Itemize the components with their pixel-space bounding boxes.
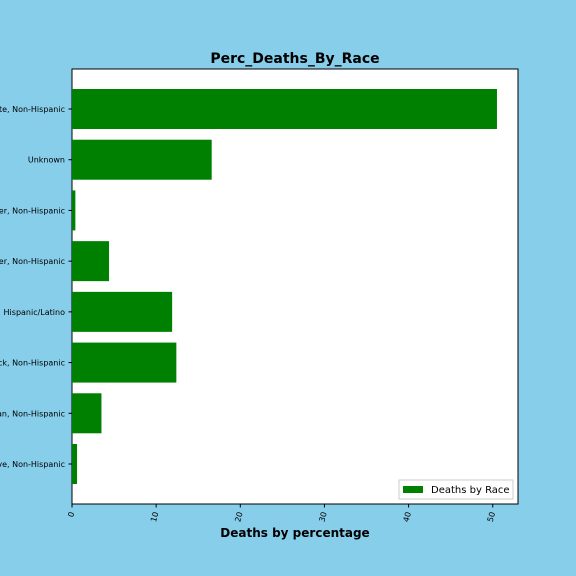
x-tick-label-4: 40 (402, 511, 413, 523)
y-tick-label-4: Other, Non-Hispanic (0, 257, 65, 266)
y-tick-label-6: Unknown (28, 156, 65, 165)
y-tick-label-7: White, Non-Hispanic (0, 105, 65, 114)
x-tick-label-0: 0 (66, 511, 76, 518)
bar-7 (72, 89, 497, 129)
y-tick-label-2: Black, Non-Hispanic (0, 359, 65, 368)
legend: Deaths by Race (398, 479, 514, 500)
x-tick-label-5: 50 (486, 511, 497, 523)
y-tick-label-3: Hispanic/Latino (4, 308, 66, 317)
bar-6 (72, 139, 212, 180)
bar-5 (72, 190, 76, 231)
plot-area (71, 68, 519, 505)
y-tick-label-1: Asian, Non-Hispanic (0, 409, 65, 418)
bar-0 (72, 444, 78, 484)
x-tick-label-3: 30 (317, 511, 328, 523)
chart-title: Perc_Deaths_By_Race (210, 51, 379, 67)
bar-1 (72, 393, 102, 434)
bars-group (72, 89, 497, 484)
x-axis-label: Deaths by percentage (220, 526, 369, 540)
legend-label: Deaths by Race (431, 485, 510, 496)
bar-2 (72, 342, 177, 383)
x-tick-label-2: 20 (233, 511, 244, 523)
legend-box (398, 479, 514, 500)
bar-4 (72, 241, 110, 282)
y-tick-label-5: Islander, Non-Hispanic (0, 206, 65, 215)
bar-3 (72, 291, 173, 332)
y-tick-label-0: Native, Non-Hispanic (0, 460, 65, 469)
y-tick-labels: Native, Non-Hispanic Asian, Non-Hispanic B… (0, 105, 72, 469)
x-tick-label-1: 10 (149, 511, 160, 523)
legend-swatch (403, 486, 423, 493)
x-tick-labels: 0 10 20 30 40 50 (66, 504, 497, 523)
